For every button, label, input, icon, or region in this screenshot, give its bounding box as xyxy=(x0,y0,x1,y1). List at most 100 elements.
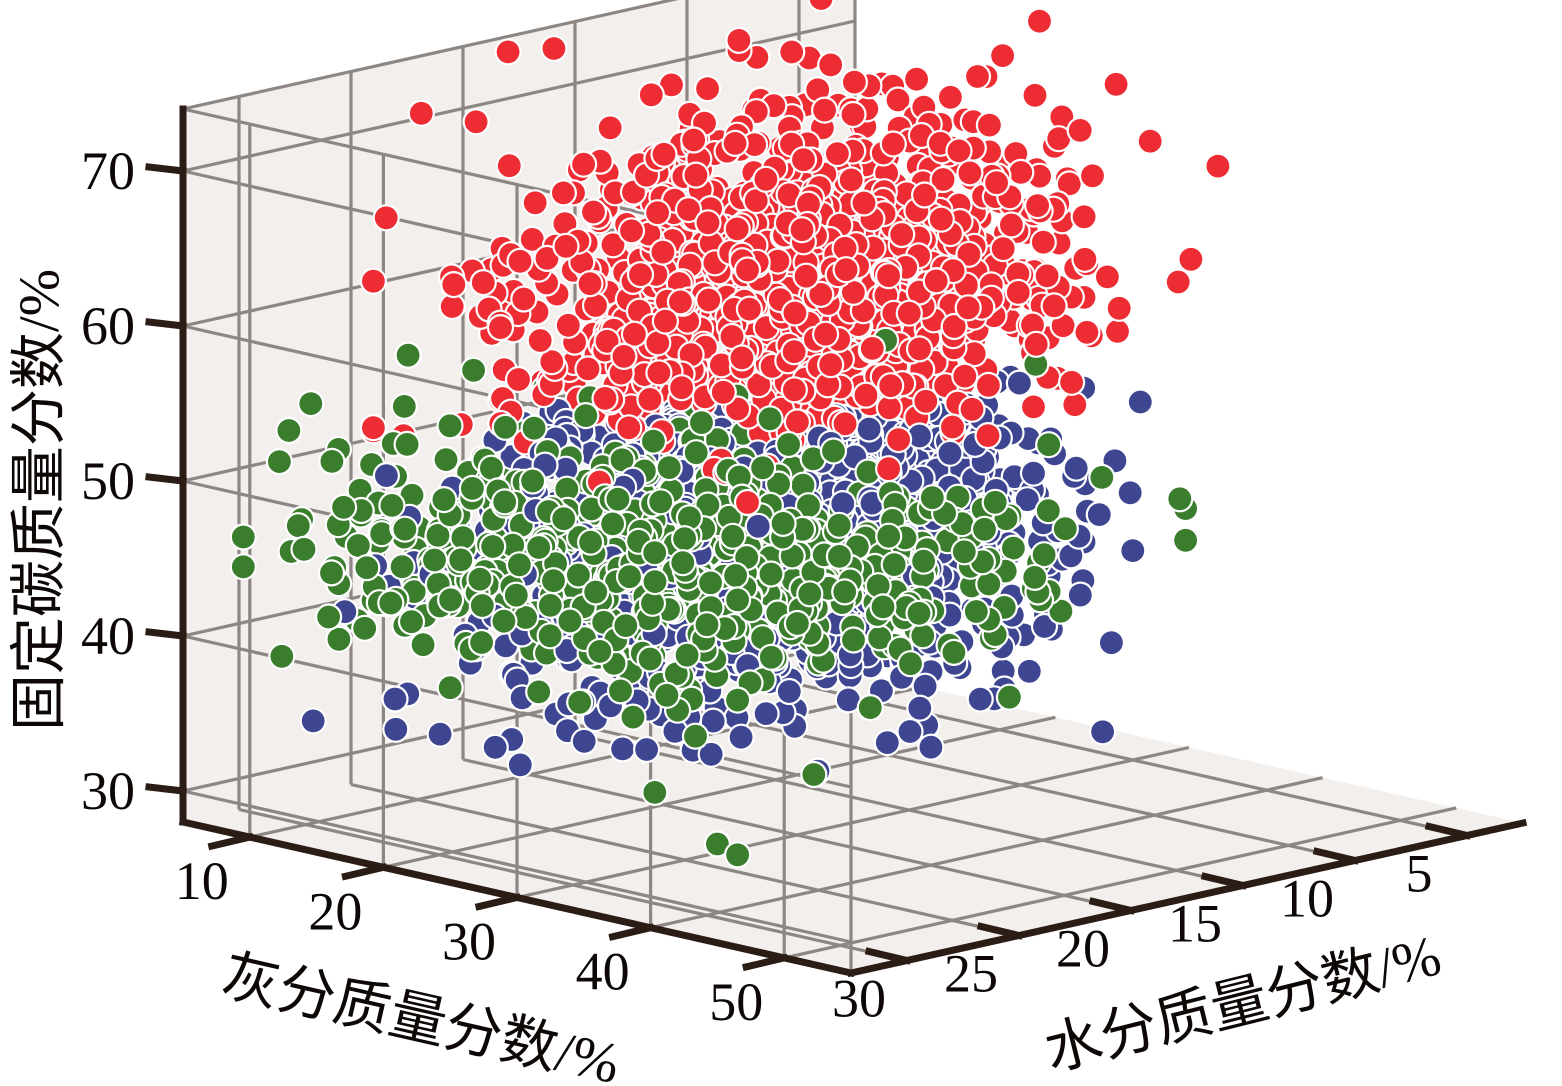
scatter-point xyxy=(496,40,520,64)
scatter-point xyxy=(1017,659,1041,683)
scatter-point xyxy=(409,101,433,125)
scatter-point xyxy=(512,287,536,311)
scatter-point xyxy=(857,417,881,441)
scatter-point xyxy=(968,687,992,711)
scatter-point xyxy=(1035,264,1059,288)
scatter-point xyxy=(1073,247,1097,271)
scatter-point xyxy=(542,37,566,60)
scatter-point xyxy=(1060,370,1083,394)
scatter-point xyxy=(913,674,937,698)
floor-grid-y xyxy=(350,782,1020,938)
scatter-point xyxy=(598,116,622,140)
scatter-point xyxy=(362,416,385,440)
scatter-point xyxy=(1138,129,1162,153)
floor-grid-x xyxy=(650,776,1323,930)
scatter-point xyxy=(953,364,977,388)
scatter-point xyxy=(411,633,435,657)
scatter-point xyxy=(1128,390,1152,414)
scatter-point xyxy=(958,161,982,185)
scatter-point xyxy=(1051,314,1075,338)
scatter-point xyxy=(931,168,955,191)
scatter-point xyxy=(826,142,849,166)
floor-grid-x xyxy=(249,685,923,839)
scatter-point xyxy=(1072,205,1096,229)
scatter-point xyxy=(1087,503,1111,526)
scatter-point xyxy=(1002,465,1026,489)
scatter-point xyxy=(1068,583,1092,607)
scatter-point xyxy=(556,313,580,337)
scatter-point xyxy=(660,73,683,97)
scatter-point xyxy=(877,396,901,420)
scatter-point xyxy=(362,269,385,293)
scatter-point xyxy=(1206,154,1230,178)
scatter-point xyxy=(978,113,1001,137)
scatter-point xyxy=(696,77,719,101)
scatter-point xyxy=(1096,265,1119,289)
scatter-point xyxy=(1064,456,1088,480)
backwall-top-edge xyxy=(182,0,679,111)
scatter-point xyxy=(1050,105,1074,129)
scatter-point xyxy=(1057,172,1081,196)
scatter-point xyxy=(886,88,910,112)
scatter-point xyxy=(471,271,495,294)
scatter-point xyxy=(572,152,595,176)
scatter-point xyxy=(881,132,905,156)
scatter-point xyxy=(523,191,547,215)
scatter-point xyxy=(553,212,577,236)
scatter-point xyxy=(806,78,830,102)
scatter-point xyxy=(1100,631,1123,655)
scatter-point xyxy=(819,53,843,77)
scatter-point xyxy=(464,110,488,134)
floor-grid-y xyxy=(238,807,908,963)
scatter-point xyxy=(601,233,625,257)
scatter-point xyxy=(813,98,836,122)
scatter-point xyxy=(1009,161,1033,184)
scatter-point xyxy=(1068,118,1092,142)
leftwall-grid-z xyxy=(182,789,852,944)
scatter-point xyxy=(1028,9,1051,33)
scatter-point xyxy=(977,374,1000,397)
scatter-point xyxy=(384,717,408,741)
scatter-point xyxy=(809,0,833,10)
scatter-point xyxy=(696,211,720,235)
floor-grid-x xyxy=(516,745,1190,900)
scatter-point xyxy=(1042,294,1066,318)
scatter-point xyxy=(727,29,751,52)
scatter-point xyxy=(1026,194,1049,218)
scatter-points xyxy=(229,0,1232,869)
scatter-point xyxy=(905,67,928,91)
scatter-point xyxy=(1023,83,1047,107)
scatter-point xyxy=(1107,296,1131,320)
scatter-point xyxy=(966,65,989,88)
scatter-point xyxy=(1006,281,1030,304)
scatter-point xyxy=(1047,127,1071,151)
scatter-point xyxy=(1106,320,1129,343)
scatter-point xyxy=(929,207,953,231)
scatter-point xyxy=(1031,230,1055,254)
scatter-point xyxy=(939,85,962,109)
scatter-point xyxy=(576,357,600,381)
floor-grid-y xyxy=(462,757,1132,913)
scatter-point xyxy=(582,200,605,224)
scatter-point xyxy=(1166,270,1190,294)
floor-grid-x xyxy=(783,806,1457,960)
scatter-point xyxy=(1179,247,1203,271)
scatter-point xyxy=(652,142,676,166)
scatter-point xyxy=(913,183,936,207)
scatter-point xyxy=(1075,320,1099,344)
scatter-point xyxy=(639,83,663,107)
scatter-point xyxy=(682,128,706,152)
scatter-point xyxy=(780,40,804,64)
scatter-point xyxy=(374,206,398,230)
scatter-point xyxy=(991,44,1014,67)
scatter-point xyxy=(843,70,866,94)
scatter-point xyxy=(520,228,544,251)
scatter-point xyxy=(1063,393,1087,417)
scatter-point xyxy=(947,139,971,163)
scatter-point xyxy=(1121,539,1145,562)
scatter-point xyxy=(584,294,607,317)
scatter-point xyxy=(841,103,865,126)
scatter-point xyxy=(1008,371,1031,395)
